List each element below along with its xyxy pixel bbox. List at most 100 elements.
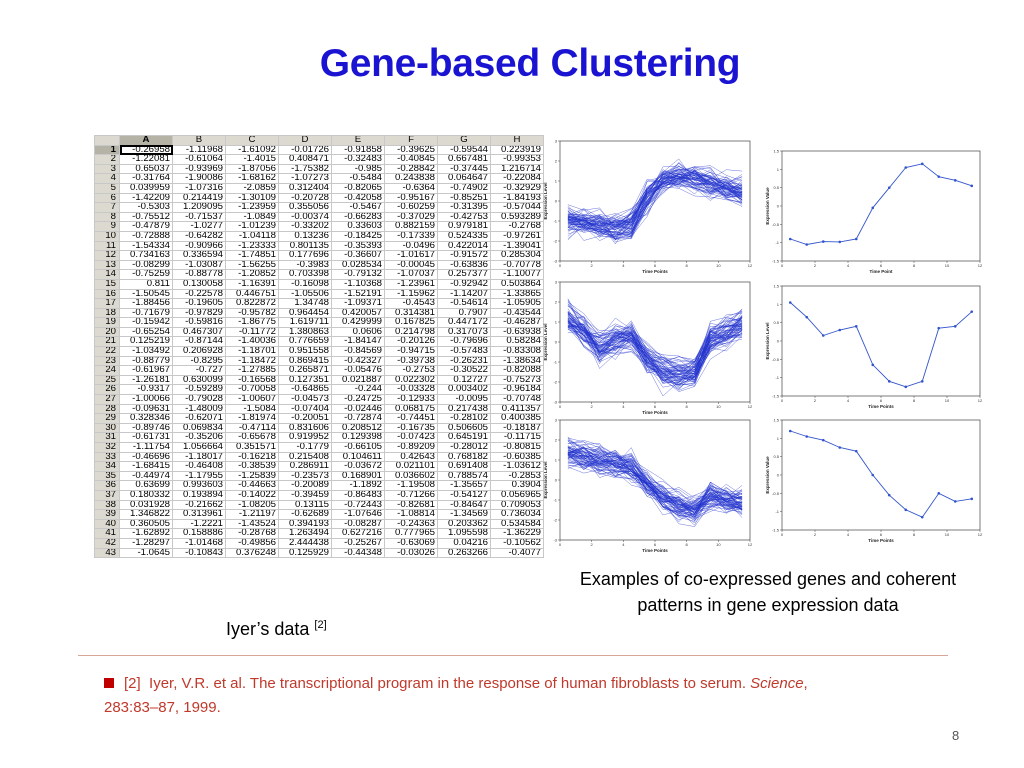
table-cell[interactable]: 0.593289 [490,211,544,223]
table-cell[interactable]: 0.064647 [437,173,491,184]
table-cell[interactable]: 0.993603 [172,480,226,491]
column-header-b[interactable]: B [172,135,226,146]
table-cell[interactable]: 0.313961 [172,509,226,520]
table-cell[interactable]: -1.27885 [225,365,279,376]
table-cell[interactable]: 0.215408 [278,451,332,463]
table-cell[interactable]: 0.265871 [278,365,332,376]
row-header[interactable]: 20 [94,326,120,338]
table-cell[interactable]: 2.444438 [278,537,332,549]
table-cell[interactable]: 0.429999 [331,317,385,328]
table-cell[interactable]: -0.9317 [119,384,173,396]
table-cell[interactable]: -1.18472 [225,355,279,367]
table-cell[interactable]: -0.2853 [490,470,544,482]
table-cell[interactable]: 0.524335 [437,230,491,242]
table-cell[interactable]: -0.07423 [384,432,438,443]
table-cell[interactable]: -0.43544 [490,307,544,319]
table-cell[interactable]: 0.768182 [437,451,491,463]
table-cell[interactable]: -0.11715 [490,432,544,443]
table-cell[interactable]: -1.42209 [119,192,173,204]
table-cell[interactable]: -1.0849 [225,211,279,223]
table-cell[interactable]: 1.209095 [172,202,226,213]
table-cell[interactable]: -0.244 [331,384,385,396]
table-cell[interactable]: -1.15962 [384,288,438,300]
table-cell[interactable]: -0.74902 [437,182,491,194]
row-header[interactable]: 9 [94,221,120,232]
table-cell[interactable]: -0.04573 [278,394,332,405]
table-cell[interactable]: -1.26181 [119,374,173,386]
table-cell[interactable]: 0.13236 [278,230,332,242]
column-header-h[interactable]: H [490,135,544,146]
table-cell[interactable]: 1.619711 [278,317,332,328]
table-cell[interactable]: -0.66105 [331,442,385,453]
table-cell[interactable]: -0.66283 [331,211,385,223]
table-cell[interactable]: -1.88456 [119,298,173,309]
table-cell[interactable]: -0.74451 [384,413,438,424]
table-cell[interactable]: -0.20051 [278,413,332,424]
table-cell[interactable]: -0.88779 [119,355,173,367]
table-cell[interactable]: -0.86483 [331,489,385,501]
table-cell[interactable]: 1.263494 [278,528,332,539]
table-cell[interactable]: 0.104611 [331,451,385,463]
table-cell[interactable]: 0.243838 [384,173,438,184]
table-cell[interactable]: 0.193894 [172,489,226,501]
table-cell[interactable]: -0.10843 [172,547,226,559]
table-cell[interactable]: 0.801135 [278,240,332,252]
row-header[interactable]: 3 [94,163,120,175]
table-cell[interactable]: -0.6364 [384,182,438,194]
table-cell[interactable]: -0.20126 [384,336,438,348]
table-cell[interactable]: -0.31764 [119,173,173,184]
table-cell[interactable]: -1.09371 [331,298,385,309]
table-cell[interactable]: 0.503864 [490,278,544,290]
table-cell[interactable]: -0.00045 [384,259,438,271]
table-cell[interactable]: -0.82681 [384,499,438,511]
table-cell[interactable]: -0.61967 [119,365,173,376]
table-cell[interactable]: -1.08814 [384,509,438,520]
table-cell[interactable]: -0.31395 [437,202,491,213]
table-cell[interactable]: -0.62689 [278,509,332,520]
table-cell[interactable]: -1.61092 [225,144,279,156]
table-cell[interactable]: -0.72874 [331,413,385,424]
table-cell[interactable]: -0.42058 [331,192,385,204]
table-cell[interactable]: -0.84647 [437,499,491,511]
row-header[interactable]: 26 [94,384,120,396]
row-header[interactable]: 28 [94,403,120,415]
table-cell[interactable]: -1.84147 [331,336,385,348]
table-cell[interactable]: 0.223919 [490,144,544,156]
row-header[interactable]: 11 [94,240,120,252]
table-cell[interactable]: -0.17339 [384,230,438,242]
table-cell[interactable]: -0.92942 [437,278,491,290]
table-cell[interactable]: 1.216714 [490,163,544,175]
table-cell[interactable]: 0.811 [119,278,173,290]
table-cell[interactable]: -1.0645 [119,547,173,559]
table-cell[interactable]: -0.65254 [119,326,173,338]
table-cell[interactable]: 1.346822 [119,509,173,520]
table-cell[interactable]: -0.82088 [490,365,544,376]
table-cell[interactable]: -0.09631 [119,403,173,415]
table-cell[interactable]: -0.35393 [331,240,385,252]
table-cell[interactable]: -1.81974 [225,413,279,424]
table-cell[interactable]: -1.07316 [172,182,226,194]
table-cell[interactable]: -0.60385 [490,451,544,463]
table-cell[interactable]: -0.23573 [278,470,332,482]
table-cell[interactable]: 0.158886 [172,528,226,539]
row-header[interactable]: 24 [94,365,120,376]
table-cell[interactable]: 0.467307 [172,326,226,338]
table-cell[interactable]: -0.28102 [437,413,491,424]
table-cell[interactable]: 0.0606 [331,326,385,338]
table-cell[interactable]: -0.03672 [331,461,385,472]
row-header[interactable]: 43 [94,547,120,559]
table-cell[interactable]: -1.90086 [172,173,226,184]
table-cell[interactable]: 0.645191 [437,432,491,443]
table-cell[interactable]: -0.36607 [331,250,385,261]
table-cell[interactable]: -0.03026 [384,547,438,559]
table-cell[interactable]: 0.130058 [172,278,226,290]
table-cell[interactable]: -0.16098 [278,278,332,290]
table-cell[interactable]: 0.822872 [225,298,279,309]
table-cell[interactable]: -0.97261 [490,230,544,242]
table-cell[interactable]: 0.7907 [437,307,491,319]
table-cell[interactable]: -1.4015 [225,154,279,165]
table-cell[interactable]: -0.99353 [490,154,544,165]
table-cell[interactable]: -1.01468 [172,537,226,549]
table-cell[interactable]: -1.86775 [225,317,279,328]
table-cell[interactable]: -0.12933 [384,394,438,405]
